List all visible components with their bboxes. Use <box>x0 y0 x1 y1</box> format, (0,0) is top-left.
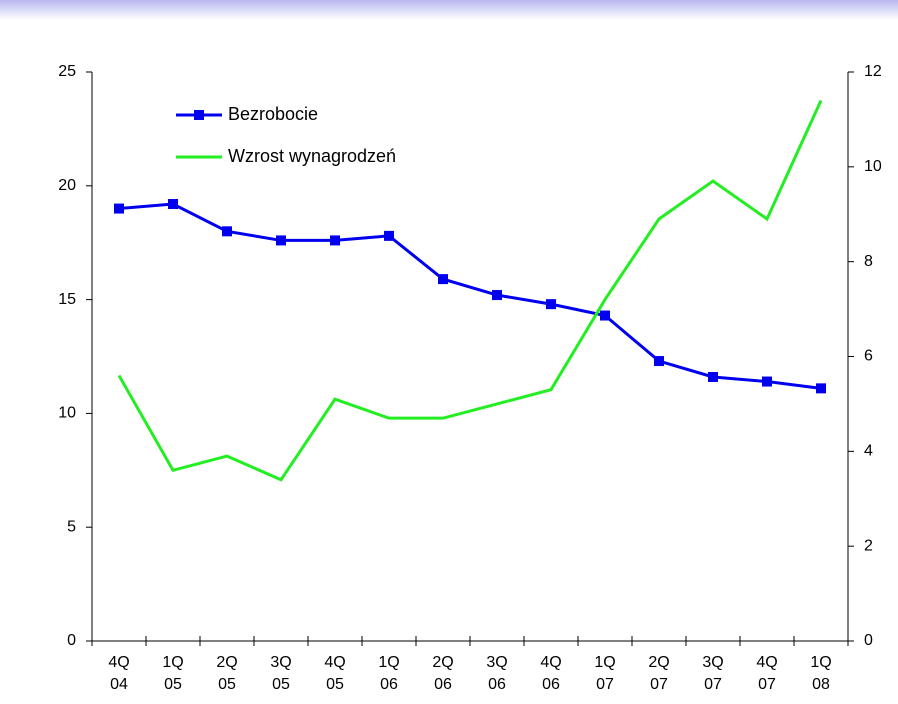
x-tick-label-line: 4Q <box>540 654 561 671</box>
x-tick-label: 2Q 05 <box>216 654 237 693</box>
x-tick-label-line: 07 <box>758 676 776 693</box>
x-tick-label-line: 06 <box>542 676 560 693</box>
y-tick-label: 25 <box>58 63 76 80</box>
y-tick-label: 5 <box>67 518 76 535</box>
x-tick-label: 4Q 04 <box>108 654 129 693</box>
x-tick-label-line: 4Q <box>756 654 777 671</box>
legend-label: Bezrobocie <box>228 104 318 124</box>
x-tick-label-line: 4Q <box>324 654 345 671</box>
y2-tick-label: 10 <box>864 158 882 175</box>
x-tick-label: 4Q 07 <box>756 654 777 693</box>
y-tick-label: 20 <box>58 177 76 194</box>
y2-tick-label: 8 <box>864 253 873 270</box>
x-tick-label-line: 05 <box>326 676 344 693</box>
x-tick-label: 3Q 07 <box>702 654 723 693</box>
y-tick-label: 10 <box>58 405 76 422</box>
x-tick-label-line: 06 <box>380 676 398 693</box>
series-line <box>117 99 823 482</box>
x-tick-label-line: 05 <box>164 676 182 693</box>
x-tick-label-line: 04 <box>110 676 128 693</box>
x-tick-label-line: 3Q <box>270 654 291 671</box>
x-tick-label-line: 3Q <box>702 654 723 671</box>
marker <box>330 235 340 246</box>
y2-tick-label: 6 <box>864 348 873 365</box>
top-band <box>0 0 898 20</box>
x-tick-label-line: 2Q <box>648 654 669 671</box>
y-tick-label: 0 <box>67 632 76 649</box>
legend-marker <box>194 110 204 120</box>
y-tick-label: 15 <box>58 291 76 308</box>
x-tick-label-line: 07 <box>596 676 614 693</box>
x-tick-label-line: 2Q <box>432 654 453 671</box>
marker <box>816 383 826 394</box>
marker <box>654 356 664 367</box>
x-tick-label: 1Q 06 <box>378 654 399 693</box>
marker <box>600 310 610 321</box>
x-tick-label-line: 06 <box>488 676 506 693</box>
legend-label: Wzrost wynagrodzeń <box>228 146 396 166</box>
x-tick-label-line: 07 <box>650 676 668 693</box>
x-tick-label-line: 07 <box>704 676 722 693</box>
marker <box>384 230 394 241</box>
x-tick-label-line: 08 <box>812 676 830 693</box>
marker <box>114 203 124 214</box>
x-tick-label: 2Q 07 <box>648 654 669 693</box>
marker <box>276 235 286 246</box>
x-tick-label: 1Q 08 <box>810 654 831 693</box>
x-tick-label: 4Q 05 <box>324 654 345 693</box>
series-line <box>118 202 822 390</box>
x-tick-label-line: 05 <box>272 676 290 693</box>
x-tick-label-line: 05 <box>218 676 236 693</box>
x-tick-label: 1Q 05 <box>162 654 183 693</box>
y2-tick-label: 0 <box>864 632 873 649</box>
x-tick-label-line: 1Q <box>594 654 615 671</box>
marker <box>222 226 232 237</box>
x-tick-label-line: 1Q <box>162 654 183 671</box>
x-tick-label: 2Q 06 <box>432 654 453 693</box>
x-tick-label-line: 1Q <box>810 654 831 671</box>
y2-tick-label: 2 <box>864 537 873 554</box>
y2-tick-label: 12 <box>864 63 882 80</box>
marker <box>762 376 772 387</box>
x-tick-label: 1Q 07 <box>594 654 615 693</box>
x-tick-label-line: 2Q <box>216 654 237 671</box>
y2-tick-label: 4 <box>864 443 873 460</box>
x-tick-label: 3Q 06 <box>486 654 507 693</box>
marker <box>546 299 556 310</box>
x-tick-label-line: 3Q <box>486 654 507 671</box>
marker <box>492 290 502 301</box>
x-tick-label: 3Q 05 <box>270 654 291 693</box>
marker <box>708 371 718 382</box>
marker <box>438 274 448 285</box>
marker <box>168 199 178 210</box>
x-tick-label: 4Q 06 <box>540 654 561 693</box>
x-tick-label-line: 1Q <box>378 654 399 671</box>
x-tick-label-line: 4Q <box>108 654 129 671</box>
x-tick-label-line: 06 <box>434 676 452 693</box>
